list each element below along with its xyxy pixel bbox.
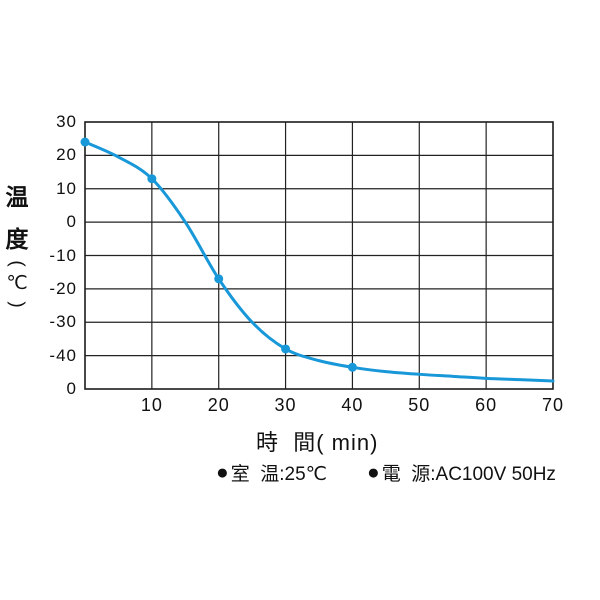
data-point bbox=[80, 137, 90, 147]
y-tick-label: 10 bbox=[56, 178, 77, 198]
data-point bbox=[281, 344, 291, 354]
close-paren: ) bbox=[6, 301, 28, 308]
x-tick-label: 50 bbox=[408, 395, 431, 415]
bullet-icon: ● bbox=[367, 460, 380, 484]
y-tick-label: -10 bbox=[49, 245, 77, 265]
temperature-curve bbox=[83, 140, 555, 383]
x-tick-label: 30 bbox=[274, 395, 297, 415]
y-tick-label: -30 bbox=[49, 312, 77, 332]
annotation-power-source: ● 電 源:AC100V 50Hz bbox=[367, 459, 556, 486]
x-axis-title: 時 間( min) bbox=[256, 430, 379, 455]
x-tick-label: 70 bbox=[541, 395, 565, 415]
y-tick-label: 0 bbox=[66, 212, 77, 232]
x-tick-label: 60 bbox=[475, 395, 498, 415]
celsius-unit: ℃ bbox=[6, 273, 28, 294]
y-tick-label: 0 bbox=[66, 379, 77, 398]
annotation-label: 電 源:AC100V 50Hz bbox=[381, 464, 556, 485]
y-tick-label: -20 bbox=[49, 278, 77, 298]
y-tick-label: 30 bbox=[56, 112, 77, 131]
y-tick-label: -40 bbox=[49, 345, 77, 365]
data-point bbox=[214, 274, 224, 284]
data-point bbox=[147, 174, 157, 184]
x-tick-label: 20 bbox=[207, 395, 230, 415]
annotation-label: 室 温:25℃ bbox=[230, 464, 327, 485]
annotations: ● 室 温:25℃ ● 電 源:AC100V 50Hz bbox=[216, 459, 556, 486]
plot-border bbox=[84, 121, 554, 390]
y-tick-label: 20 bbox=[56, 145, 77, 165]
y-axis-title-char: 度 bbox=[5, 226, 29, 252]
y-axis-title: 温 度 ( ℃ ) bbox=[2, 184, 32, 312]
x-tick-label: 10 bbox=[140, 395, 163, 415]
annotation-room-temp: ● 室 温:25℃ bbox=[216, 459, 327, 486]
bullet-icon: ● bbox=[216, 460, 229, 484]
x-tick-label: 40 bbox=[341, 395, 364, 415]
y-axis-title-char: 温 bbox=[5, 184, 29, 210]
data-point bbox=[347, 362, 357, 372]
